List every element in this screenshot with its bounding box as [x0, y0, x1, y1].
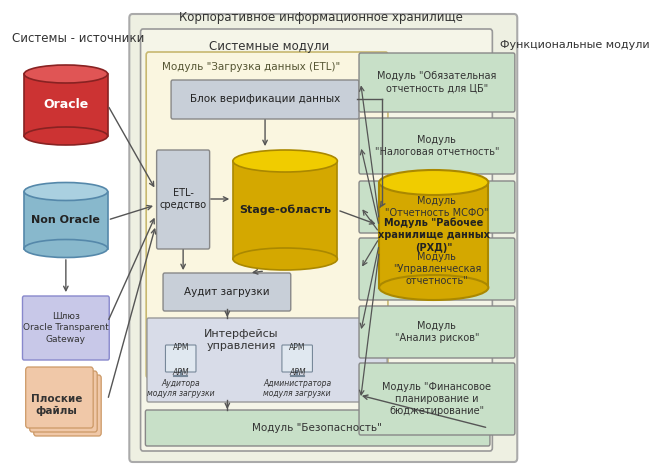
Text: АРМ: АРМ	[289, 343, 306, 352]
FancyBboxPatch shape	[171, 80, 359, 119]
Ellipse shape	[24, 127, 108, 145]
Text: Плоские
файлы: Плоские файлы	[31, 394, 82, 416]
Text: Аудит загрузки: Аудит загрузки	[185, 287, 270, 297]
Text: Модуль
"Анализ рисков": Модуль "Анализ рисков"	[395, 321, 479, 343]
Text: Системы - источники: Системы - источники	[12, 32, 144, 45]
FancyBboxPatch shape	[359, 306, 515, 358]
Text: Блок верификации данных: Блок верификации данных	[190, 94, 340, 104]
Text: Модуль "Безопасность": Модуль "Безопасность"	[252, 423, 382, 433]
Text: Модуль "Рабочее
хранилище данных
(РХД)": Модуль "Рабочее хранилище данных (РХД)"	[378, 217, 489, 252]
Text: Модуль "Загрузка данных (ETL)": Модуль "Загрузка данных (ETL)"	[162, 62, 341, 72]
FancyBboxPatch shape	[30, 371, 98, 432]
Ellipse shape	[24, 65, 108, 83]
FancyBboxPatch shape	[140, 29, 492, 451]
FancyBboxPatch shape	[359, 363, 515, 435]
Ellipse shape	[24, 239, 108, 258]
Ellipse shape	[233, 248, 337, 270]
Text: АРМ
Аудитора
модуля загрузки: АРМ Аудитора модуля загрузки	[147, 368, 214, 398]
Polygon shape	[379, 182, 488, 287]
FancyBboxPatch shape	[163, 273, 291, 311]
FancyBboxPatch shape	[26, 367, 93, 428]
Text: Корпоративное информационное хранилище: Корпоративное информационное хранилище	[179, 11, 463, 24]
FancyBboxPatch shape	[359, 53, 515, 112]
FancyBboxPatch shape	[146, 52, 388, 378]
Text: Шлюз
Oracle Transparent
Gateway: Шлюз Oracle Transparent Gateway	[23, 312, 109, 344]
FancyBboxPatch shape	[282, 345, 313, 372]
Text: Интерфейсы
управления: Интерфейсы управления	[203, 329, 278, 351]
Text: Модуль
"Налоговая отчетность": Модуль "Налоговая отчетность"	[374, 135, 499, 157]
FancyBboxPatch shape	[166, 345, 196, 372]
FancyBboxPatch shape	[359, 118, 515, 174]
Text: АРМ
Администратора
модуля загрузки: АРМ Администратора модуля загрузки	[263, 368, 332, 398]
Text: Модуль "Обязательная
отчетность для ЦБ": Модуль "Обязательная отчетность для ЦБ"	[377, 71, 497, 94]
FancyBboxPatch shape	[129, 14, 517, 462]
Ellipse shape	[379, 275, 488, 300]
Text: Модуль "Финансовое
планирование и
бюджетирование": Модуль "Финансовое планирование и бюджет…	[382, 382, 491, 416]
Text: Oracle: Oracle	[44, 98, 88, 112]
FancyBboxPatch shape	[359, 181, 515, 233]
Polygon shape	[233, 161, 337, 259]
Text: АРМ: АРМ	[172, 343, 189, 352]
FancyBboxPatch shape	[146, 410, 490, 446]
Text: ETL-
средство: ETL- средство	[159, 188, 207, 210]
FancyBboxPatch shape	[34, 375, 101, 436]
FancyBboxPatch shape	[157, 150, 210, 249]
FancyBboxPatch shape	[359, 238, 515, 300]
Text: Функциональные модули: Функциональные модули	[500, 40, 649, 50]
Ellipse shape	[233, 150, 337, 172]
Text: Stage-область: Stage-область	[239, 205, 332, 215]
Ellipse shape	[24, 182, 108, 201]
Text: Модуль
"Управленческая
отчетность": Модуль "Управленческая отчетность"	[393, 252, 481, 286]
Ellipse shape	[379, 170, 488, 195]
FancyBboxPatch shape	[147, 318, 387, 402]
Text: Non Oracle: Non Oracle	[31, 215, 100, 225]
Text: Модуль
"Отчетность МСФО": Модуль "Отчетность МСФО"	[385, 196, 489, 218]
Polygon shape	[24, 74, 108, 136]
Polygon shape	[24, 192, 108, 249]
Text: Системные модули: Системные модули	[209, 40, 329, 53]
FancyBboxPatch shape	[23, 296, 109, 360]
